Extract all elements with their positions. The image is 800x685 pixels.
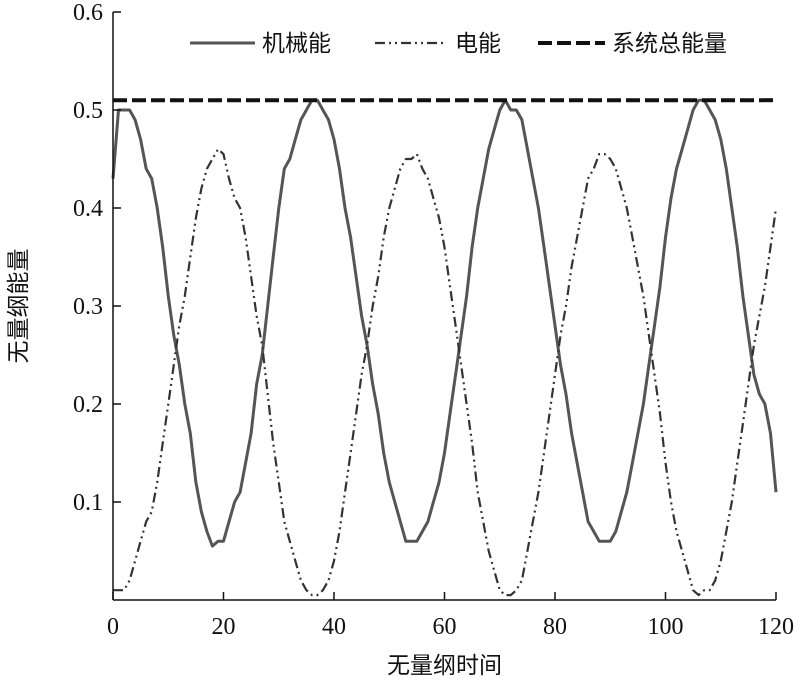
x-tick-label: 120 — [758, 614, 794, 640]
x-tick-label: 60 — [433, 614, 457, 640]
x-axis-title: 无量纲时间 — [387, 653, 502, 679]
legend-item-mechanical-energy: 机械能 — [190, 31, 331, 57]
y-tick-label: 0.2 — [73, 392, 103, 418]
x-tick-label: 100 — [648, 614, 684, 640]
y-tick-label: 0.5 — [73, 98, 103, 124]
x-tick-label: 40 — [322, 614, 346, 640]
x-tick-label: 20 — [212, 614, 236, 640]
series-mechanical-energy — [111, 98, 778, 548]
y-tick-label: 0.3 — [73, 294, 103, 320]
legend-label: 电能 — [455, 31, 501, 57]
legend-label: 系统总能量 — [612, 31, 727, 57]
y-tick-label: 0.6 — [73, 0, 103, 26]
legend-item-electrical-energy: 电能 — [375, 31, 501, 57]
y-tick-label: 0.1 — [73, 490, 103, 516]
legend-label: 机械能 — [262, 31, 331, 57]
series-electrical-energy — [113, 148, 778, 597]
y-axis-title: 无量纲能量 — [6, 249, 32, 364]
y-tick-label: 0.4 — [73, 196, 103, 222]
x-tick-label: 0 — [107, 614, 119, 640]
legend-item-total-energy: 系统总能量 — [538, 31, 727, 57]
legend: 机械能 电能 系统总能量 — [190, 31, 727, 57]
ticks-layer: 0 20 40 60 80 100 120 0.1 0.2 0.3 0.4 0.5 0.6 — [73, 0, 794, 640]
x-tick-label: 80 — [543, 614, 567, 640]
series-layer — [111, 98, 778, 597]
